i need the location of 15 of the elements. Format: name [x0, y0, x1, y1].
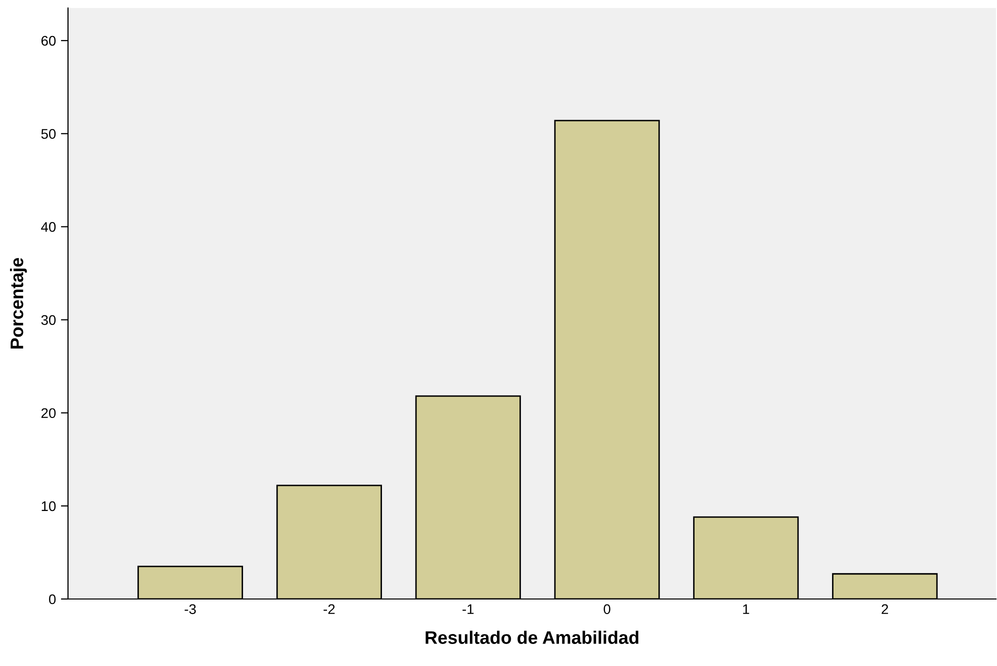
x-tick-label: -3: [184, 604, 196, 614]
x-tick-label: 0: [604, 604, 610, 614]
x-tick-label: -2: [324, 604, 335, 614]
y-tick-label: 60: [41, 36, 56, 46]
y-tick-label: 40: [41, 222, 56, 232]
y-tick-label: 20: [41, 408, 56, 418]
y-tick-label: 10: [42, 501, 56, 512]
y-axis-title: Porcentaje: [10, 258, 27, 348]
x-axis-title: Resultado de Amabilidad: [426, 630, 638, 644]
y-tick-label: 30: [41, 315, 56, 325]
x-tick-label: -1: [462, 604, 474, 614]
x-tick-label: 1: [743, 604, 750, 614]
y-tick-label: 50: [41, 128, 56, 139]
y-tick-label: 0: [49, 594, 56, 604]
x-tick-label: 2: [882, 604, 888, 614]
